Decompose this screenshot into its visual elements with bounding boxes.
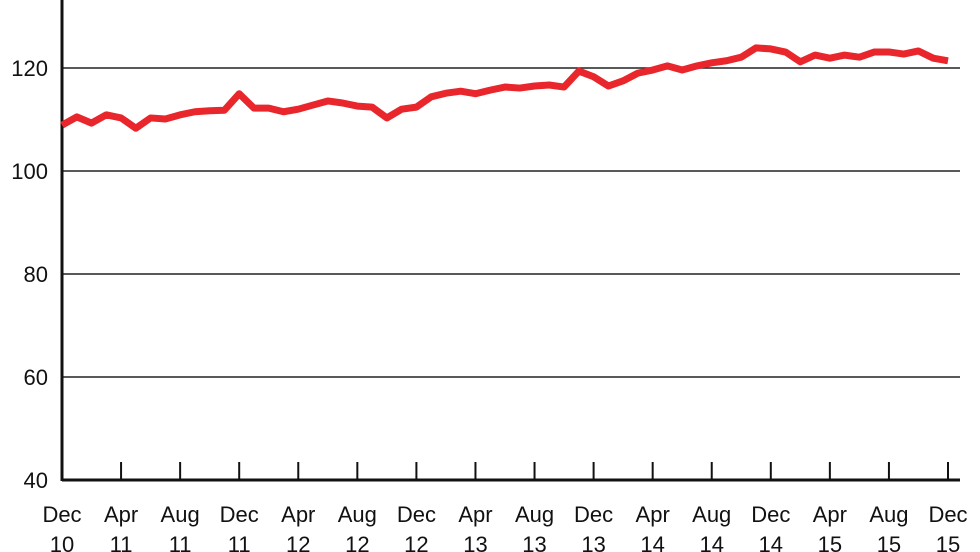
y-tick-label: 100 [11, 159, 48, 184]
x-tick-label: Dec 12 [397, 502, 436, 552]
x-tick-label: Aug 15 [869, 502, 908, 552]
y-tick-label: 40 [24, 468, 48, 493]
x-tick-label: Apr 15 [813, 502, 847, 552]
x-tick-label: Aug 12 [338, 502, 377, 552]
x-tick-label: Dec 11 [220, 502, 259, 552]
x-tick-label: Apr 13 [458, 502, 492, 552]
y-tick-label: 120 [11, 56, 48, 81]
x-tick-label: Dec 15 [928, 502, 967, 552]
x-tick-label: Aug 11 [161, 502, 200, 552]
x-tick-label: Dec 10 [42, 502, 81, 552]
x-tick-label: Apr 11 [104, 502, 138, 552]
x-tick-label: Aug 14 [692, 502, 731, 552]
x-tick-label: Apr 14 [636, 502, 670, 552]
y-tick-label: 60 [24, 365, 48, 390]
x-tick-label: Dec 13 [574, 502, 613, 552]
data-line [60, 44, 949, 132]
y-tick-label: 80 [24, 262, 48, 287]
x-tick-label: Dec 14 [751, 502, 790, 552]
x-tick-label: Aug 13 [515, 502, 554, 552]
x-tick-label: Apr 12 [281, 502, 315, 552]
